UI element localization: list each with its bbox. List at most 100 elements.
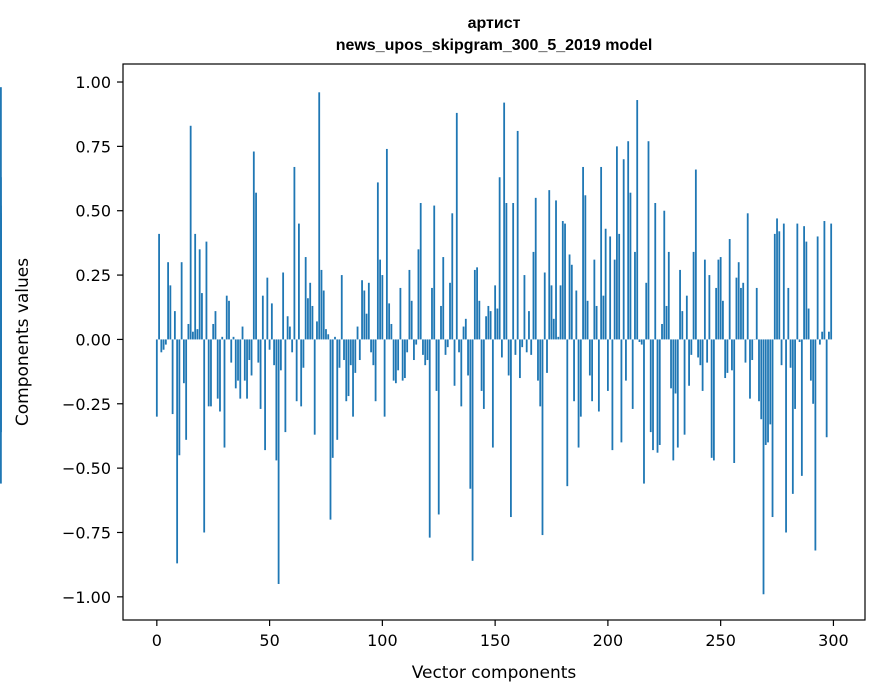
bar <box>749 339 751 399</box>
bar <box>410 300 413 340</box>
bar <box>555 200 557 340</box>
bar <box>264 339 266 451</box>
bar <box>489 311 492 340</box>
bar <box>0 280 2 340</box>
bar <box>548 190 551 340</box>
bar <box>825 339 828 438</box>
bar <box>712 339 715 461</box>
bar <box>295 339 298 402</box>
bar <box>422 339 424 355</box>
bar <box>424 339 427 366</box>
bar <box>625 339 627 381</box>
bar <box>340 275 343 340</box>
bar <box>735 277 738 340</box>
bar <box>809 339 812 381</box>
bar <box>606 339 609 391</box>
bar <box>597 339 600 412</box>
bar <box>336 339 339 440</box>
bar <box>816 236 819 340</box>
bar <box>462 326 465 340</box>
bar <box>496 308 499 340</box>
bar <box>203 339 206 533</box>
bar <box>160 339 163 353</box>
bar <box>814 339 817 551</box>
bar <box>212 323 215 340</box>
bar <box>789 339 792 368</box>
bar <box>169 285 172 340</box>
bar <box>0 339 2 389</box>
bar <box>241 326 244 340</box>
bar <box>570 264 573 340</box>
bar <box>690 339 693 355</box>
bar <box>320 269 323 340</box>
bar <box>309 282 312 340</box>
bar <box>600 166 603 340</box>
bar <box>769 339 772 425</box>
chart-title-group: артист news_upos_skipgram_300_5_2019 mode… <box>336 15 653 54</box>
bar <box>537 339 539 381</box>
bar <box>760 339 763 420</box>
bar <box>722 300 724 340</box>
bar <box>178 339 181 456</box>
bar <box>778 231 781 340</box>
bar <box>828 331 830 340</box>
bar <box>773 233 776 340</box>
bar <box>654 203 657 340</box>
bar <box>812 339 815 404</box>
bar <box>358 339 361 361</box>
bar <box>464 318 467 340</box>
bar <box>458 339 460 353</box>
bar <box>575 290 578 340</box>
bar <box>785 339 787 533</box>
bar <box>440 305 442 340</box>
bar <box>207 339 210 407</box>
bar <box>329 339 332 520</box>
bar <box>408 269 411 340</box>
bar <box>697 339 699 358</box>
bar <box>365 313 368 340</box>
bar <box>636 100 639 340</box>
bar <box>710 339 713 458</box>
bar <box>640 339 643 345</box>
bar <box>354 339 357 373</box>
bar <box>564 223 566 340</box>
bar <box>543 272 546 340</box>
bar <box>579 339 582 417</box>
x-tick-label: 150 <box>480 631 511 650</box>
bar <box>491 339 494 448</box>
bar <box>616 146 618 340</box>
bar <box>173 311 176 340</box>
bar <box>437 339 440 515</box>
bar <box>304 257 307 340</box>
bar <box>248 339 251 361</box>
y-tick-label: −0.75 <box>62 523 111 542</box>
bar <box>791 339 794 494</box>
bar <box>223 339 226 448</box>
bar <box>807 308 810 340</box>
bar <box>740 287 742 340</box>
bar <box>406 339 409 353</box>
bar <box>401 339 404 381</box>
bar <box>232 336 235 340</box>
bar <box>259 339 262 409</box>
bar <box>573 339 575 402</box>
bar <box>494 285 497 340</box>
y-tick-label: 0.50 <box>75 202 111 221</box>
bar <box>250 339 253 376</box>
bar <box>293 166 296 340</box>
bar <box>500 339 503 358</box>
bar <box>246 339 248 399</box>
bar <box>550 285 553 340</box>
bar <box>715 287 718 340</box>
bar <box>189 125 192 340</box>
bar <box>392 339 395 381</box>
bar <box>176 339 179 564</box>
bar <box>394 339 397 384</box>
bar <box>313 339 316 435</box>
bar <box>164 339 167 345</box>
bar <box>435 339 438 391</box>
bar <box>442 257 445 340</box>
y-tick-label: −0.50 <box>62 459 111 478</box>
bar <box>782 223 785 340</box>
